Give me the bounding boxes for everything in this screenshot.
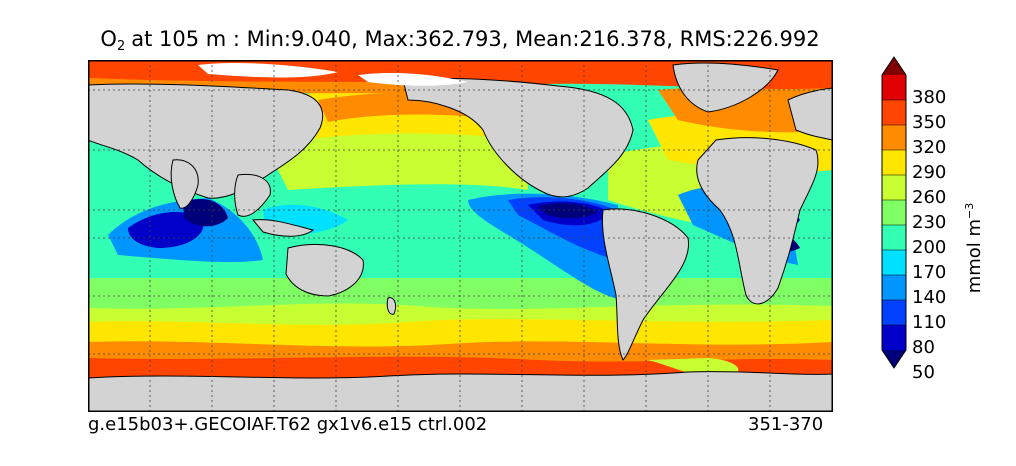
case-name: g.e15b03+.GECOIAF.T62 gx1v6.e15 ctrl.002 xyxy=(88,414,488,435)
colorbar-label-170: 170 xyxy=(912,262,947,283)
land-australia xyxy=(285,243,364,297)
land-europe-asia-east xyxy=(787,87,833,141)
colorbar-label-350: 350 xyxy=(912,112,947,133)
land-south-america xyxy=(601,208,690,361)
units-text: mmol m xyxy=(964,218,985,294)
land-southeast-asia xyxy=(234,173,271,217)
colorbar-units: mmol m−3 xyxy=(963,198,985,298)
colorbar-segment xyxy=(882,125,906,150)
colorbar-label-80: 80 xyxy=(912,337,935,358)
sea-ice xyxy=(198,62,468,86)
land-north-america xyxy=(402,77,634,198)
colorbar-segment xyxy=(882,100,906,125)
colorbar-segment xyxy=(882,275,906,300)
colorbar-segment xyxy=(882,250,906,275)
colorbar-segment xyxy=(882,75,906,100)
land-antarctica xyxy=(88,371,833,412)
colorbar-label-260: 260 xyxy=(912,187,947,208)
units-exponent: −3 xyxy=(963,202,976,219)
land-greenland xyxy=(672,62,779,113)
colorbar-segment xyxy=(882,175,906,200)
colorbar-label-110: 110 xyxy=(912,312,947,333)
land-africa xyxy=(696,137,819,305)
map-frame xyxy=(88,60,833,412)
colorbar-outline xyxy=(881,56,907,369)
indian-omz-dark xyxy=(128,212,204,248)
title-text: at 105 m : Min:9.040, Max:362.793, Mean:… xyxy=(131,27,820,51)
east-pacific-omz-core xyxy=(538,203,598,219)
land-asia-west xyxy=(88,83,324,199)
colorbar-segment xyxy=(882,150,906,175)
graticule xyxy=(88,60,833,412)
colorbar-segment xyxy=(882,225,906,250)
colorbar xyxy=(881,56,907,369)
colorbar-label-200: 200 xyxy=(912,237,947,258)
colorbar-label-320: 320 xyxy=(912,137,947,158)
colorbar-segment xyxy=(882,300,906,325)
year-range: 351-370 xyxy=(748,414,824,435)
land-india xyxy=(170,159,199,209)
colorbar-segment xyxy=(882,325,906,350)
arabian-omz-navy xyxy=(183,198,228,227)
colorbar-label-140: 140 xyxy=(912,287,947,308)
ocean-oxygen-map xyxy=(88,60,833,412)
colorbar-label-380: 380 xyxy=(912,87,947,108)
land-indonesia xyxy=(252,219,315,237)
colorbar-label-290: 290 xyxy=(912,162,947,183)
land-new-zealand xyxy=(386,297,397,315)
map-title: O2 at 105 m : Min:9.040, Max:362.793, Mea… xyxy=(0,27,920,54)
colorbar-label-230: 230 xyxy=(912,212,947,233)
title-variable-subscript: 2 xyxy=(116,39,126,54)
title-variable: O xyxy=(100,27,117,51)
colorbar-extend-min xyxy=(882,350,906,368)
colorbar-segment xyxy=(882,200,906,225)
colorbar-label-50: 50 xyxy=(912,362,935,383)
colorbar-extend-max xyxy=(882,57,906,75)
